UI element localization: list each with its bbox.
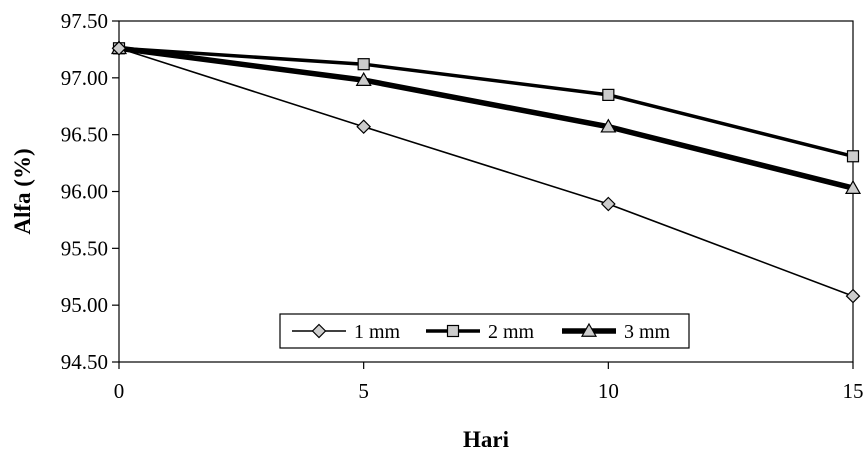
data-point (111, 40, 127, 56)
legend-label: 3 mm (624, 321, 671, 343)
series-3-mm (110, 40, 862, 194)
x-axis-title: Hari (463, 427, 510, 451)
legend-box (279, 313, 690, 349)
data-point (602, 88, 615, 101)
series-line (118, 45, 854, 191)
x-tick-label: 0 (114, 379, 125, 403)
data-point (356, 119, 372, 135)
data-point (600, 118, 617, 133)
data-point (844, 179, 862, 194)
series-1-mm (111, 40, 861, 304)
y-tick-label: 97.50 (61, 9, 108, 33)
series-line (118, 46, 854, 158)
legend-entry: 1 mm (292, 321, 401, 343)
legend-swatch-marker (580, 322, 598, 337)
y-tick-label: 97.00 (61, 66, 108, 90)
y-tick-label: 94.50 (61, 350, 108, 374)
legend-entry: 2 mm (426, 321, 535, 343)
y-tick-label: 95.50 (61, 236, 108, 260)
series-line (118, 47, 854, 297)
legend-swatch-marker (446, 324, 460, 338)
x-tick-label: 10 (598, 379, 619, 403)
x-tick-label: 15 (843, 379, 864, 403)
chart-legend: 1 mm 2 mm 3 mm (279, 313, 690, 349)
legend-swatch-marker (311, 323, 327, 339)
y-axis-ticks: 94.50 95.00 95.50 96.00 96.50 97.00 97.50 (61, 9, 119, 374)
data-point (846, 150, 860, 163)
y-axis-title: Alfa (%) (10, 148, 35, 234)
y-tick-label: 96.00 (61, 180, 108, 204)
y-tick-label: 96.50 (61, 123, 108, 147)
legend-label: 2 mm (488, 321, 535, 343)
data-point (600, 196, 616, 212)
x-axis-ticks: 0 5 10 15 (114, 362, 864, 403)
data-point (355, 71, 372, 86)
y-tick-label: 95.00 (61, 293, 108, 317)
legend-label: 1 mm (354, 321, 401, 343)
data-point (845, 288, 861, 304)
x-tick-label: 5 (358, 379, 369, 403)
chart-series (110, 40, 862, 304)
data-point (357, 58, 370, 71)
legend-entry: 3 mm (562, 321, 671, 343)
plot-frame (118, 20, 854, 363)
chart-axes (118, 20, 854, 363)
